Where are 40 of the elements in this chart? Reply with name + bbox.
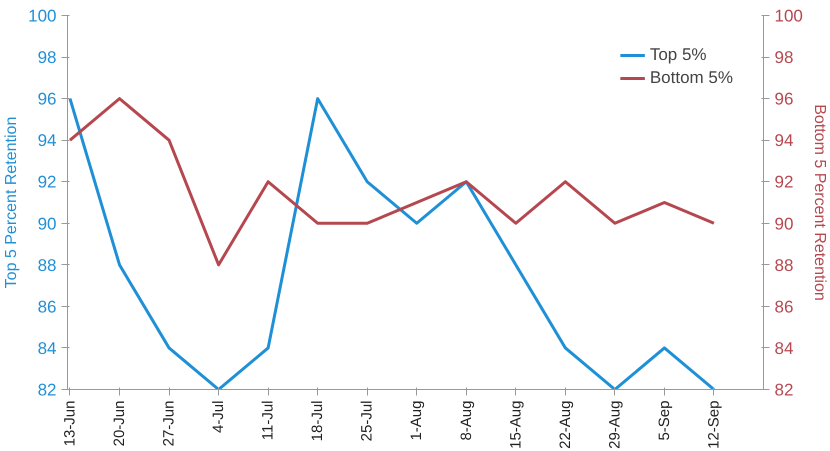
x-tick-label: 27-Jun xyxy=(160,400,178,446)
x-tick-label: 18-Jul xyxy=(309,400,326,442)
y-tick-label: 100 xyxy=(28,6,57,26)
x-tick-label: 22-Aug xyxy=(556,400,574,449)
y-tick-label: 96 xyxy=(38,90,57,109)
y2-tick-label: 92 xyxy=(774,172,794,192)
x-tick-label: 12-Sep xyxy=(705,400,722,449)
y-axis-title: Top 5 Percent Retention xyxy=(3,116,20,288)
y2-tick-label: 86 xyxy=(774,297,794,316)
y-tick-label: 86 xyxy=(38,297,57,316)
y2-axis-title: Bottom 5 Percent Retention xyxy=(810,104,828,301)
x-tick-label: 25-Jul xyxy=(358,400,376,442)
legend-label: Bottom 5% xyxy=(650,68,733,88)
x-tick-label: 5-Sep xyxy=(656,400,673,441)
y2-tick-label: 84 xyxy=(774,338,794,358)
x-tick-label: 4-Jul xyxy=(210,400,228,434)
x-tick-label: 29-Aug xyxy=(606,400,624,449)
y2-tick-label: 96 xyxy=(774,90,794,109)
y-tick-label: 98 xyxy=(38,48,57,68)
x-tick-label: 1-Aug xyxy=(408,400,426,441)
y-tick-label: 92 xyxy=(38,172,57,192)
line-series xyxy=(68,97,716,390)
y-tick-label: 88 xyxy=(38,256,57,275)
y2-tick-label: 100 xyxy=(774,6,803,26)
y2-tick-label: 98 xyxy=(774,48,794,68)
y-tick-label: 82 xyxy=(38,380,57,400)
y2-tick-label: 90 xyxy=(774,214,794,234)
y-tick-label: 94 xyxy=(38,131,57,150)
legend-label: Top 5% xyxy=(650,45,707,65)
y2-tick-label: 82 xyxy=(774,380,794,400)
x-tick-label: 8-Aug xyxy=(458,400,475,441)
line-series xyxy=(68,97,716,266)
x-tick-label: 20-Jun xyxy=(111,400,128,446)
x-tick-label: 11-Jul xyxy=(260,400,277,440)
x-tick-label: 15-Aug xyxy=(507,400,524,449)
y-tick-label: 84 xyxy=(38,338,57,358)
y2-tick-label: 94 xyxy=(774,131,794,150)
y-tick-label: 90 xyxy=(38,214,57,234)
y2-tick-label: 88 xyxy=(774,256,794,275)
x-tick-label: 13-Jun xyxy=(61,400,78,446)
